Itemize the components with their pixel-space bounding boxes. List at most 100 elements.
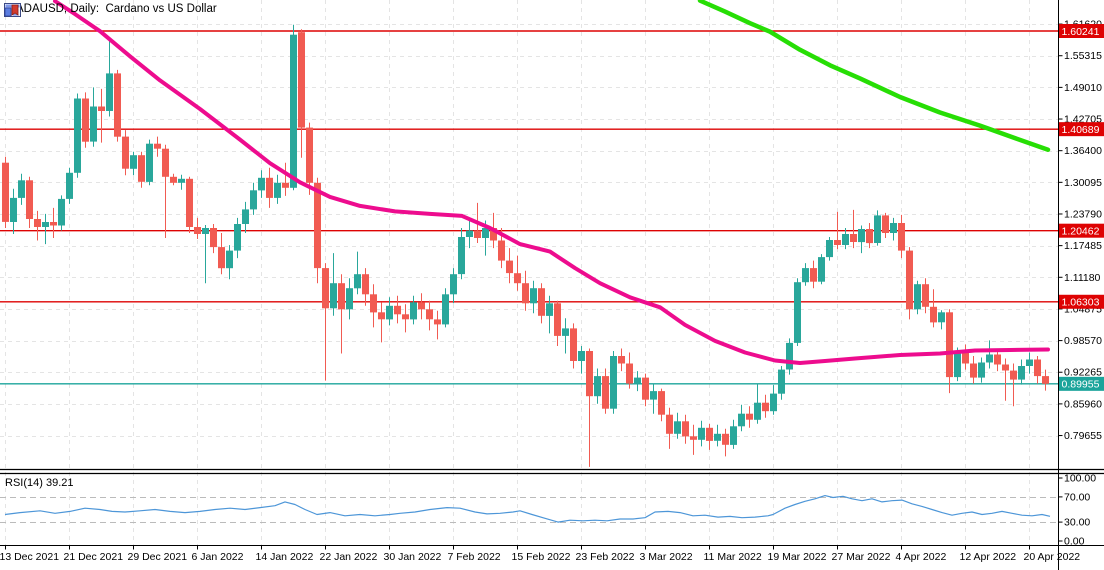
candle bbox=[1018, 359, 1025, 385]
candle bbox=[858, 225, 865, 254]
candle bbox=[330, 253, 337, 316]
price-axis-label: 1.36400 bbox=[1064, 145, 1102, 157]
chart-title: ADAUSD, Daily: Cardano vs US Dollar bbox=[16, 3, 217, 15]
price-badge bbox=[1059, 122, 1104, 137]
candle bbox=[322, 263, 329, 381]
candle bbox=[890, 217, 897, 241]
candle bbox=[338, 274, 345, 354]
candle bbox=[314, 177, 321, 284]
candle bbox=[618, 348, 625, 372]
candle bbox=[682, 414, 689, 444]
candle bbox=[98, 88, 105, 143]
price-badge-value: 1.20462 bbox=[1062, 225, 1100, 237]
candle bbox=[1034, 356, 1041, 384]
price-axis-label: 0.98570 bbox=[1064, 335, 1102, 347]
candle bbox=[650, 383, 657, 414]
candle bbox=[26, 176, 33, 228]
candle bbox=[514, 255, 521, 291]
rsi-indicator-label: RSI(14) 39.21 bbox=[5, 477, 74, 489]
date-label: 3 Mar 2022 bbox=[640, 551, 693, 563]
price-badge-value: 1.60241 bbox=[1062, 26, 1100, 38]
candle bbox=[850, 209, 857, 249]
candle bbox=[290, 24, 297, 191]
candle bbox=[82, 92, 89, 148]
candle bbox=[170, 173, 177, 186]
candle bbox=[762, 394, 769, 418]
candle bbox=[698, 420, 705, 447]
rsi-axis-label: 0.00 bbox=[1064, 536, 1085, 548]
candle bbox=[642, 373, 649, 407]
date-label: 7 Feb 2022 bbox=[448, 551, 501, 563]
candle bbox=[898, 214, 905, 259]
candle bbox=[658, 388, 665, 422]
date-label: 6 Jan 2022 bbox=[192, 551, 244, 563]
candle bbox=[370, 284, 377, 328]
candle bbox=[210, 224, 217, 254]
candle bbox=[834, 211, 841, 250]
candle bbox=[506, 248, 513, 284]
candle bbox=[594, 368, 601, 404]
candle bbox=[562, 318, 569, 354]
candle bbox=[770, 385, 777, 415]
price-axis-label: 1.11180 bbox=[1064, 272, 1101, 284]
date-label: 29 Dec 2021 bbox=[128, 551, 188, 563]
candle bbox=[234, 217, 241, 259]
price-axis-label: 0.85960 bbox=[1064, 398, 1102, 410]
candle bbox=[546, 295, 553, 334]
price-axis-label: 1.55315 bbox=[1064, 50, 1102, 62]
candle bbox=[146, 139, 153, 186]
candle bbox=[690, 424, 697, 455]
candle bbox=[250, 182, 257, 215]
candle bbox=[74, 93, 81, 178]
rsi-axis-label: 100.00 bbox=[1064, 473, 1096, 485]
candle bbox=[58, 195, 65, 231]
candle bbox=[554, 300, 561, 346]
candle bbox=[818, 254, 825, 285]
price-axis-label: 0.92265 bbox=[1064, 367, 1102, 379]
candle bbox=[794, 278, 801, 346]
candle bbox=[906, 247, 913, 320]
candle bbox=[674, 412, 681, 439]
date-label: 20 Apr 2022 bbox=[1024, 551, 1081, 563]
candle bbox=[530, 280, 537, 314]
candle bbox=[706, 423, 713, 450]
candle bbox=[1042, 369, 1049, 391]
candle bbox=[266, 167, 273, 208]
price-axis-label: 1.17485 bbox=[1064, 240, 1102, 252]
candle bbox=[50, 207, 57, 238]
date-label: 30 Jan 2022 bbox=[384, 551, 442, 563]
candle bbox=[450, 268, 457, 304]
candle bbox=[730, 419, 737, 449]
price-axis-label: 1.30095 bbox=[1064, 177, 1102, 189]
candle bbox=[242, 201, 249, 233]
candle bbox=[202, 225, 209, 284]
candle bbox=[938, 310, 945, 330]
candle bbox=[178, 174, 185, 190]
ma-fast-line bbox=[53, 0, 1050, 365]
candle bbox=[1010, 363, 1017, 407]
candle bbox=[738, 404, 745, 432]
price-axis-label: 0.79655 bbox=[1064, 430, 1102, 442]
date-label: 13 Dec 2021 bbox=[0, 551, 59, 563]
candle bbox=[122, 130, 129, 176]
candle bbox=[362, 268, 369, 306]
price-badge-value: 1.06303 bbox=[1062, 297, 1100, 309]
price-badge bbox=[1059, 294, 1104, 309]
price-axis-label: 1.23790 bbox=[1064, 208, 1102, 220]
candle bbox=[586, 348, 593, 467]
candle bbox=[18, 173, 25, 205]
candle bbox=[10, 188, 17, 234]
price-badge-value: 0.89955 bbox=[1062, 379, 1100, 391]
candle bbox=[298, 29, 305, 158]
candle bbox=[138, 151, 145, 188]
candle bbox=[922, 278, 929, 314]
candle bbox=[42, 213, 49, 245]
candle bbox=[226, 245, 233, 280]
price-axis-label: 1.49010 bbox=[1064, 82, 1102, 94]
date-label: 23 Feb 2022 bbox=[576, 551, 635, 563]
candle bbox=[746, 406, 753, 428]
candle bbox=[802, 263, 809, 286]
candle bbox=[634, 371, 641, 392]
